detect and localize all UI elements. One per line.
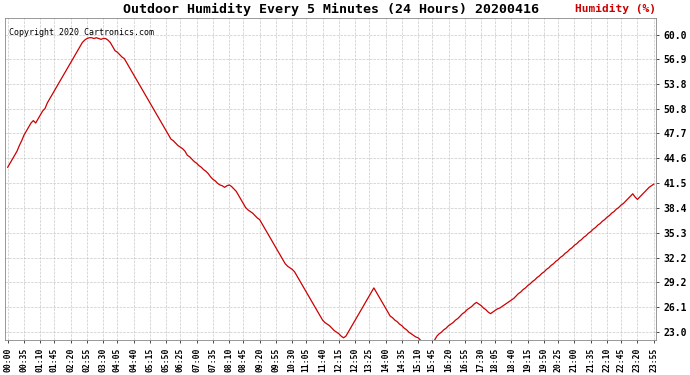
Text: Humidity (%): Humidity (%) xyxy=(575,3,656,13)
Text: Copyright 2020 Cartronics.com: Copyright 2020 Cartronics.com xyxy=(8,28,154,37)
Title: Outdoor Humidity Every 5 Minutes (24 Hours) 20200416: Outdoor Humidity Every 5 Minutes (24 Hou… xyxy=(123,3,539,16)
